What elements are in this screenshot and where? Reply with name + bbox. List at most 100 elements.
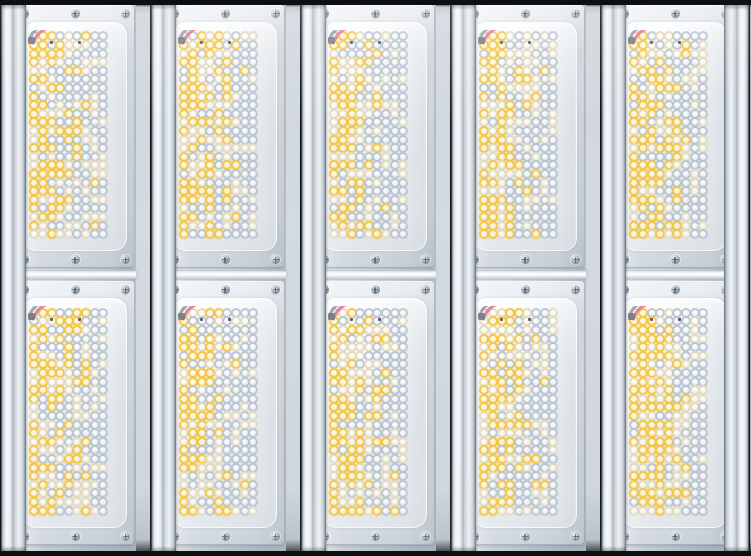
led-lens-grid xyxy=(176,30,274,246)
row-divider xyxy=(314,270,436,280)
module-screw-top-2 xyxy=(220,9,230,18)
module-screw-top-3 xyxy=(421,9,430,18)
led-module-5-bottom[interactable] xyxy=(616,281,734,545)
module-screw-top-2 xyxy=(370,285,380,294)
module-screw-bottom-3 xyxy=(421,255,430,264)
module-screw-top-3 xyxy=(271,285,280,294)
module-screw-top-2 xyxy=(520,9,530,18)
board-chip-marker xyxy=(228,41,232,45)
led-lens-dot xyxy=(698,229,709,240)
lens-field xyxy=(176,30,274,246)
board-chip-marker xyxy=(78,317,82,321)
module-screw-top-3 xyxy=(421,285,430,294)
module-screw-bottom-2 xyxy=(520,255,530,264)
led-module-5-top[interactable] xyxy=(616,5,734,268)
module-column-4[interactable] xyxy=(450,0,600,556)
board-chip-marker xyxy=(349,41,353,45)
module-column-2[interactable] xyxy=(150,0,300,556)
led-lens-dot xyxy=(548,229,559,240)
board-chip-marker xyxy=(378,41,382,45)
led-lens-grid xyxy=(26,306,124,523)
column-seam-shadow xyxy=(150,0,153,556)
board-chip-marker xyxy=(499,317,503,321)
board-chip-marker xyxy=(49,41,53,45)
module-screw-bottom-3 xyxy=(271,255,280,264)
module-screw-top-2 xyxy=(70,9,80,18)
led-lens-dot xyxy=(698,505,709,516)
led-lens-dot xyxy=(98,229,109,240)
module-screw-top-3 xyxy=(571,9,580,18)
lens-field xyxy=(326,30,424,246)
lens-field xyxy=(26,306,124,523)
module-screw-top-2 xyxy=(670,9,680,18)
column-seam-shadow xyxy=(450,0,453,556)
module-column-1[interactable] xyxy=(0,0,150,556)
board-chip-marker xyxy=(378,317,382,321)
module-screw-bottom-3 xyxy=(271,532,280,541)
extrusion-rail-left xyxy=(600,0,626,556)
led-module-3-top[interactable] xyxy=(316,5,434,268)
module-column-3[interactable] xyxy=(300,0,450,556)
led-lens-grid xyxy=(326,306,424,523)
board-chip-marker xyxy=(49,317,53,321)
lens-field xyxy=(626,30,724,246)
module-screw-bottom-3 xyxy=(571,532,580,541)
module-screw-top-3 xyxy=(571,285,580,294)
extrusion-rail-left xyxy=(0,0,26,556)
board-chip-marker xyxy=(228,317,232,321)
led-module-2-top[interactable] xyxy=(166,5,284,268)
led-lens-grid xyxy=(626,306,724,523)
extrusion-rail-left xyxy=(450,0,476,556)
led-module-4-top[interactable] xyxy=(466,5,584,268)
board-chip-marker xyxy=(199,41,203,45)
board-chip-marker xyxy=(528,317,532,321)
board-chip-marker xyxy=(649,317,653,321)
bottom-bezel xyxy=(0,551,751,556)
extrusion-rail-left xyxy=(300,0,326,556)
module-screw-bottom-3 xyxy=(571,255,580,264)
led-module-4-bottom[interactable] xyxy=(466,281,584,545)
row-divider xyxy=(14,270,136,280)
lens-field xyxy=(176,306,274,523)
module-screw-top-2 xyxy=(70,285,80,294)
led-lens-dot xyxy=(248,505,259,516)
led-lens-grid xyxy=(626,30,724,246)
module-screw-bottom-3 xyxy=(121,255,130,264)
board-chip-marker xyxy=(78,41,82,45)
led-module-3-bottom[interactable] xyxy=(316,281,434,545)
led-lens-dot xyxy=(98,505,109,516)
led-lens-grid xyxy=(326,30,424,246)
module-screw-bottom-3 xyxy=(121,532,130,541)
rail-notch-top xyxy=(0,0,26,10)
module-screw-top-2 xyxy=(220,285,230,294)
led-module-2-bottom[interactable] xyxy=(166,281,284,545)
led-lens-dot xyxy=(398,229,409,240)
module-screw-bottom-2 xyxy=(370,532,380,541)
board-chip-marker xyxy=(349,317,353,321)
module-screw-top-3 xyxy=(121,9,130,18)
module-screw-bottom-2 xyxy=(220,532,230,541)
module-screw-bottom-2 xyxy=(520,532,530,541)
module-column-5[interactable] xyxy=(600,0,750,556)
module-screw-bottom-2 xyxy=(670,532,680,541)
module-screw-bottom-2 xyxy=(70,532,80,541)
column-seam-shadow xyxy=(600,0,603,556)
row-divider xyxy=(164,270,286,280)
lens-field xyxy=(26,30,124,246)
led-module-1-top[interactable] xyxy=(16,5,134,268)
led-lens-grid xyxy=(476,306,574,523)
lens-field xyxy=(326,306,424,523)
module-screw-bottom-2 xyxy=(220,255,230,264)
led-lens-dot xyxy=(398,505,409,516)
led-module-1-bottom[interactable] xyxy=(16,281,134,545)
module-screw-top-2 xyxy=(520,285,530,294)
lens-field xyxy=(626,306,724,523)
extrusion-rail-right xyxy=(724,0,750,556)
led-lens-dot xyxy=(248,229,259,240)
row-divider xyxy=(464,270,586,280)
extrusion-rail-left xyxy=(150,0,176,556)
module-screw-top-2 xyxy=(670,285,680,294)
module-screw-bottom-3 xyxy=(421,532,430,541)
led-lens-grid xyxy=(26,30,124,246)
